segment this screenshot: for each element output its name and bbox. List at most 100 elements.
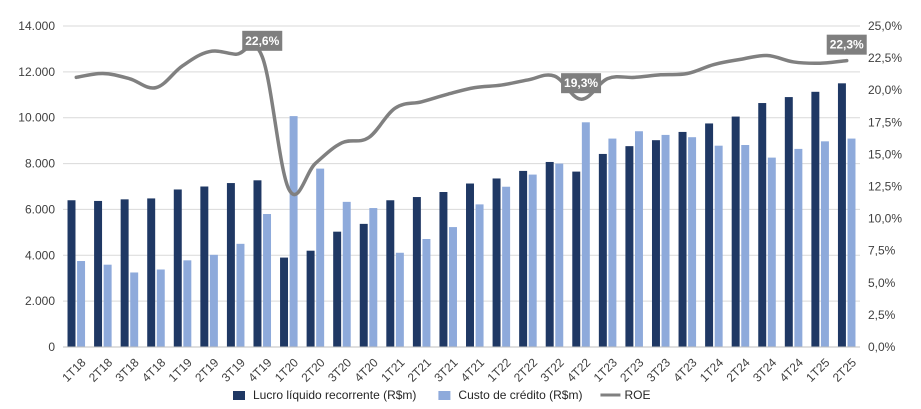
bar-custo-credito [475,204,484,347]
legend-label: Lucro líquido recorrente (R$m) [253,388,416,402]
bar-lucro-liquido [67,200,76,347]
x-tick-label: 1T22 [484,355,513,384]
y-left-tick-label: 4.000 [25,248,55,262]
bar-custo-credito [289,116,298,347]
bar-custo-credito [395,252,404,347]
bar-custo-credito [369,208,378,347]
bar-lucro-liquido [253,180,262,347]
bars [67,83,856,348]
bar-lucro-liquido [811,91,820,348]
x-tick-label: 2T19 [192,355,221,384]
roe-line [74,43,849,197]
bar-custo-credito [741,144,750,347]
bar-custo-credito [130,272,139,347]
x-tick-label: 4T21 [458,355,487,384]
bar-lucro-liquido [731,116,740,347]
bar-custo-credito [794,148,803,347]
bar-lucro-liquido [705,123,714,347]
x-tick-label: 4T20 [352,355,381,384]
x-tick-label: 2T24 [724,355,753,384]
y-left-tick-label: 12.000 [18,65,55,79]
bar-custo-credito [820,141,829,347]
x-tick-label: 3T24 [750,355,779,384]
bar-lucro-liquido [120,199,129,347]
bar-lucro-liquido [306,250,315,347]
y-right-tick-label: 7,5% [868,244,896,258]
bar-lucro-liquido [758,103,767,347]
x-tick-label: 3T18 [113,355,142,384]
y-right-tick-label: 5,0% [868,276,896,290]
bar-custo-credito [209,254,218,347]
roe-callout-box [826,34,867,55]
roe-callout-box [242,30,283,51]
roe-callout-label: 19,3% [564,76,598,90]
legend-swatch [233,391,245,400]
bar-custo-credito [103,264,112,347]
x-tick-label: 3T22 [538,355,567,384]
bar-custo-credito [555,163,564,347]
bar-lucro-liquido [837,83,846,348]
x-tick-label: 2T20 [298,355,327,384]
x-tick-label: 2T21 [405,355,434,384]
legend-label: Custo de crédito (R$m) [458,388,582,402]
x-tick-label: 2T22 [511,355,540,384]
y-left-tick-label: 10.000 [18,111,55,125]
bar-custo-credito [316,168,325,347]
bar-custo-credito [661,134,670,347]
x-tick-label: 1T21 [378,355,407,384]
bar-lucro-liquido [545,161,554,347]
bar-custo-credito [342,201,351,347]
y-left-tick-label: 6.000 [25,202,55,216]
bar-lucro-liquido [147,198,156,347]
bar-lucro-liquido [466,183,474,347]
bar-lucro-liquido [598,153,607,347]
x-tick-label: 4T24 [777,355,806,384]
x-tick-label: 1T18 [59,355,88,384]
y-right-tick-label: 22,5% [868,51,902,65]
bar-custo-credito [847,138,856,347]
y-right-tick-label: 25,0% [868,19,902,33]
bar-lucro-liquido [651,140,660,347]
roe-callout-box [561,73,602,94]
bar-custo-credito [608,138,617,347]
x-tick-label: 2T23 [617,355,646,384]
y-right-tick-label: 17,5% [868,115,902,129]
bar-custo-credito [183,260,192,347]
y-left-tick-label: 0 [48,340,55,354]
x-tick-label: 4T18 [139,355,168,384]
x-tick-label: 1T23 [591,355,620,384]
y-left-tick-label: 14.000 [18,19,55,33]
bar-lucro-liquido [492,178,501,347]
bar-custo-credito [77,261,86,347]
bar-custo-credito [528,174,537,347]
bar-lucro-liquido [200,186,209,347]
bar-lucro-liquido [94,200,103,347]
bar-lucro-liquido [784,97,793,347]
x-tick-label: 3T23 [644,355,673,384]
bar-lucro-liquido [572,171,581,347]
roe-callout-label: 22,3% [830,38,864,52]
legend: Lucro líquido recorrente (R$m) Custo de c… [233,388,650,402]
x-tick-label: 1T19 [166,355,195,384]
y-right-tick-label: 0,0% [868,340,896,354]
gridlines [63,25,860,302]
x-tick-label: 2T25 [830,355,859,384]
bar-lucro-liquido [173,189,182,347]
x-tick-label: 3T20 [325,355,354,384]
y-right-tick-label: 2,5% [868,308,896,322]
y-right-tick-label: 20,0% [868,83,902,97]
x-tick-label: 3T21 [431,355,460,384]
bar-lucro-liquido [412,197,421,347]
roe-callout-label: 22,6% [245,34,279,48]
bar-lucro-liquido [226,183,235,347]
x-tick-label: 4T19 [245,355,274,384]
bar-lucro-liquido [519,170,528,347]
bar-lucro-liquido [359,223,368,347]
bar-custo-credito [422,239,431,347]
bar-lucro-liquido [439,192,448,347]
legend-swatch [438,391,451,400]
bar-custo-credito [156,269,165,347]
callouts: 22,6% 19,3% 22,3% [242,30,867,94]
